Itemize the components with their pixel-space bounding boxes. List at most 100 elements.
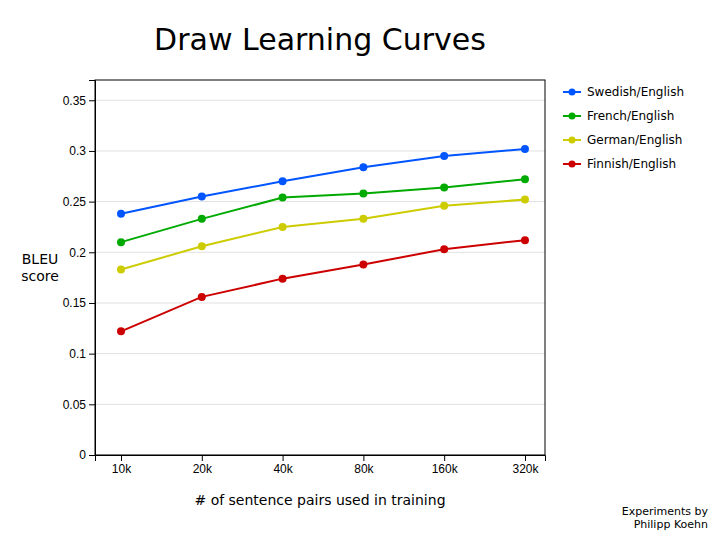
y-tick: 0.35 [63,94,95,108]
y-tick-label: 0 [79,448,86,462]
y-tick-label: 0.05 [63,398,87,412]
point [279,275,287,283]
x-tick-label: 20k [193,462,213,476]
legend-item: Finnish/English [563,157,676,171]
x-tick: 160k [432,455,459,476]
point [198,215,206,223]
point [440,202,448,210]
legend-swatch-marker [569,161,576,168]
point [117,238,125,246]
grid-line [95,201,545,202]
y-tick: 0.1 [69,347,95,361]
y-tick: 0 [79,448,95,462]
y-tick-mark [89,303,95,304]
y-axis-line [89,81,96,456]
y-tick: 0.3 [69,144,95,158]
x-tick-mark [363,455,364,461]
title: Draw Learning Curves [154,22,486,57]
y-tick-label: 0.15 [63,296,87,310]
legend-label: Finnish/English [587,157,676,171]
y-tick-label: 0.1 [69,347,86,361]
y-tick-mark [89,404,95,405]
point [117,327,125,335]
series-line [121,240,525,331]
x-tick-label: 40k [273,462,293,476]
legend-label: German/English [587,133,682,147]
x-tick-mark [283,455,284,461]
point [521,196,529,204]
legend-item: Swedish/English [563,85,684,99]
x-tick-mark [444,455,445,461]
y-tick-mark [89,100,95,101]
legend-item: French/English [563,109,674,123]
y-tick: 0.15 [63,296,95,310]
y-tick: 0.2 [69,246,95,260]
x-tick-mark [525,455,526,461]
x-tick: 80k [354,455,374,476]
grid-line [95,150,545,151]
y-tick-label: 0.3 [69,144,86,158]
legend-swatch-marker [569,137,576,144]
point [440,152,448,160]
y-tick-label: 0.35 [63,94,87,108]
series-group [117,145,529,335]
grid [95,100,545,455]
x-axis-line [96,456,546,462]
legend: Swedish/English French/English German/Engl… [563,85,684,171]
plot-frame [95,80,545,455]
point [198,293,206,301]
series-line [121,200,525,270]
point [279,194,287,202]
point [117,210,125,218]
y-tick-mark [89,455,95,456]
y-tick: 0.25 [63,195,95,209]
point [359,190,367,198]
y-axis-title: BLEUscore [21,251,59,284]
y-axis: 0 0.05 0.1 0.15 0.2 0.25 0.3 0.35 [63,81,96,463]
y-tick-mark [89,202,95,203]
series-markers [117,196,529,274]
point [440,183,448,191]
point [521,175,529,183]
x-tick: 20k [193,455,213,476]
grid-line [95,302,545,303]
grid-line [95,404,545,405]
x-tick-mark [121,455,122,461]
x-tick-label: 320k [512,462,539,476]
x-tick-label: 160k [432,462,459,476]
x-tick-label: 10k [112,462,132,476]
legend-label: French/English [587,109,674,123]
point [521,236,529,244]
series-markers [117,175,529,246]
legend-swatch-marker [569,89,576,96]
chart: 10k20k40k80k160k320k00.050.10.150.20.250… [0,0,720,540]
legend-swatch-marker [569,113,576,120]
point [198,193,206,201]
point [279,177,287,185]
y-tick-label: 0.25 [63,195,87,209]
x-tick: 40k [273,455,293,476]
legend-item: German/English [563,133,682,147]
x-axis-title: # of sentence pairs used in training [194,492,445,508]
plot-area: 10k20k40k80k160k320k00.050.10.150.20.250… [63,80,546,476]
legend-label: Swedish/English [587,85,684,99]
point [359,163,367,171]
x-tick: 10k [112,455,132,476]
x-tick-mark [202,455,203,461]
footnote: Experiments byPhilipp Koehn [622,505,709,531]
point [440,245,448,253]
point [117,266,125,274]
y-tick-mark [89,151,95,152]
point [359,260,367,268]
y-tick-label: 0.2 [69,246,86,260]
grid-line [95,353,545,354]
x-tick-label: 80k [354,462,374,476]
grid-line [95,252,545,253]
x-tick: 320k [512,455,539,476]
series-line [121,179,525,242]
series-markers [117,236,529,335]
y-tick: 0.05 [63,398,95,412]
series-markers [117,145,529,218]
point [521,145,529,153]
point [279,223,287,231]
